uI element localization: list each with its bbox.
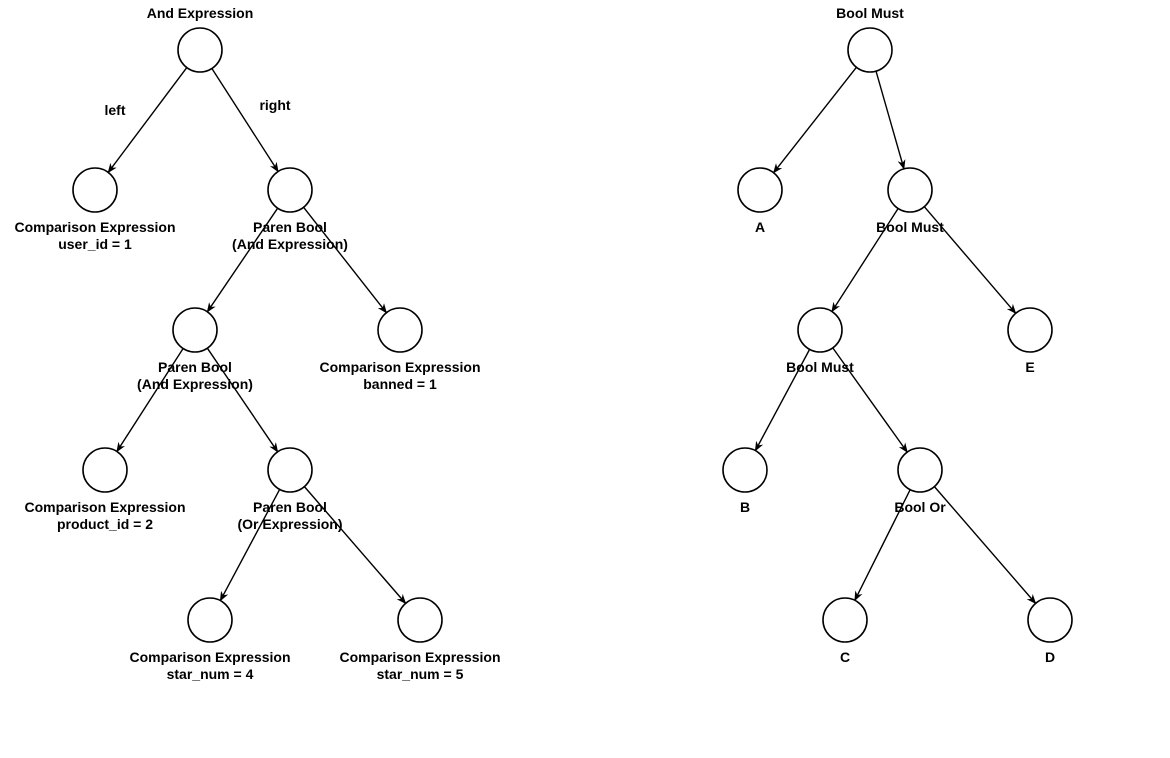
labels-layer: left right And Expression Comparison Expres… bbox=[14, 5, 1055, 682]
tree-edge bbox=[108, 68, 187, 173]
tree-node bbox=[398, 598, 442, 642]
tree-node bbox=[898, 448, 942, 492]
node-label: Comparison Expression bbox=[24, 499, 185, 515]
tree-node bbox=[83, 448, 127, 492]
tree-edge bbox=[876, 71, 904, 169]
tree-edge bbox=[212, 69, 278, 172]
node-label: Bool Must bbox=[786, 359, 854, 375]
tree-node bbox=[188, 598, 232, 642]
tree-node bbox=[1008, 308, 1052, 352]
tree-node bbox=[823, 598, 867, 642]
node-label: D bbox=[1045, 649, 1055, 665]
tree-node bbox=[378, 308, 422, 352]
node-label: banned = 1 bbox=[363, 376, 437, 392]
edge-label: left bbox=[105, 102, 126, 118]
tree-node bbox=[178, 28, 222, 72]
node-label: product_id = 2 bbox=[57, 516, 153, 532]
tree-node bbox=[738, 168, 782, 212]
tree-node bbox=[268, 448, 312, 492]
node-label: (And Expression) bbox=[137, 376, 253, 392]
node-label: (And Expression) bbox=[232, 236, 348, 252]
tree-node bbox=[888, 168, 932, 212]
node-label: Paren Bool bbox=[158, 359, 232, 375]
node-label: Bool Must bbox=[836, 5, 904, 21]
tree-node bbox=[1028, 598, 1072, 642]
node-label: Comparison Expression bbox=[319, 359, 480, 375]
node-label: Bool Or bbox=[894, 499, 946, 515]
node-label: user_id = 1 bbox=[58, 236, 132, 252]
node-label: Paren Bool bbox=[253, 499, 327, 515]
node-label: A bbox=[755, 219, 765, 235]
tree-node bbox=[798, 308, 842, 352]
node-label: star_num = 5 bbox=[377, 666, 464, 682]
node-label: (Or Expression) bbox=[237, 516, 342, 532]
tree-diagram: left right And Expression Comparison Expres… bbox=[0, 0, 1170, 758]
node-label: Comparison Expression bbox=[14, 219, 175, 235]
node-label: Bool Must bbox=[876, 219, 944, 235]
tree-node bbox=[268, 168, 312, 212]
tree-edge bbox=[774, 67, 857, 172]
tree-node bbox=[173, 308, 217, 352]
tree-edge bbox=[934, 487, 1035, 604]
nodes-layer bbox=[73, 28, 1072, 642]
node-label: C bbox=[840, 649, 850, 665]
tree-node bbox=[73, 168, 117, 212]
node-label: Comparison Expression bbox=[339, 649, 500, 665]
node-label: Comparison Expression bbox=[129, 649, 290, 665]
node-label: E bbox=[1025, 359, 1034, 375]
node-label: Paren Bool bbox=[253, 219, 327, 235]
node-label: B bbox=[740, 499, 750, 515]
node-label: And Expression bbox=[147, 5, 254, 21]
tree-node bbox=[848, 28, 892, 72]
node-label: star_num = 4 bbox=[167, 666, 254, 682]
tree-node bbox=[723, 448, 767, 492]
edge-label: right bbox=[259, 97, 290, 113]
